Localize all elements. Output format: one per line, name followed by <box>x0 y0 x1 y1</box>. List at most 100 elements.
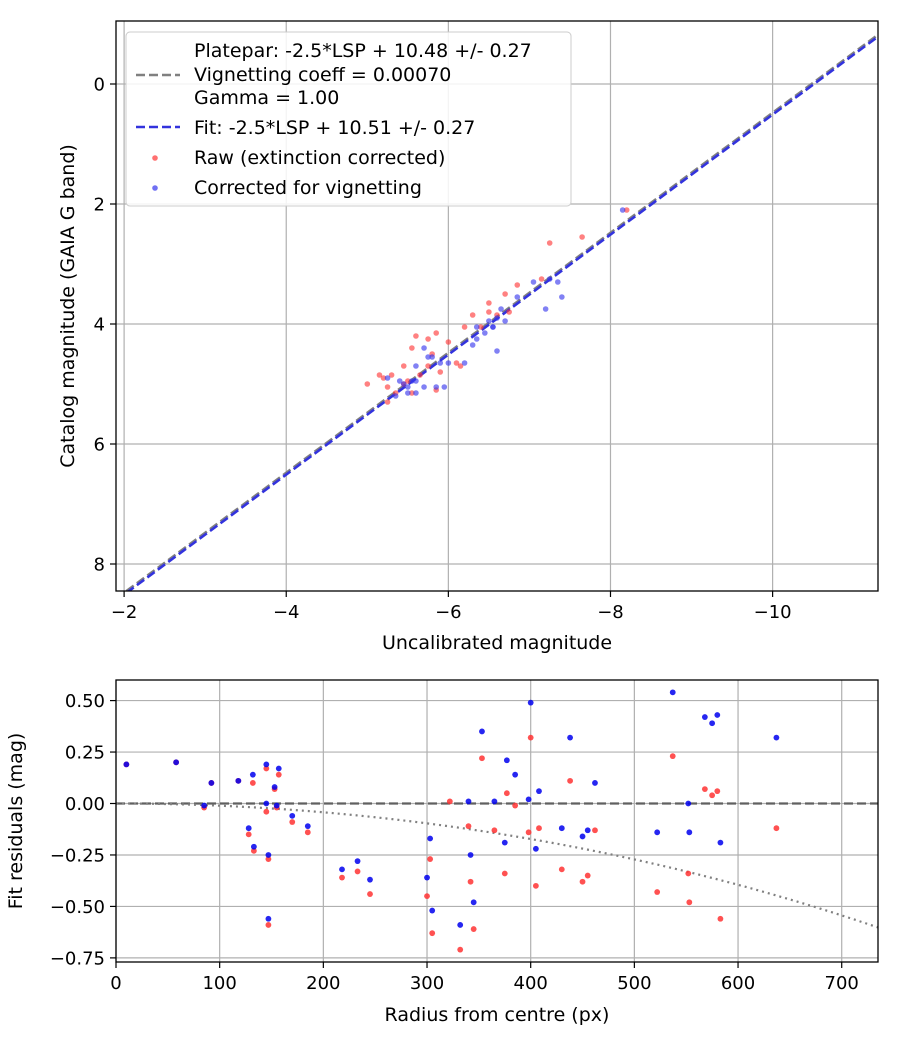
raw-point <box>465 823 472 830</box>
raw-point <box>623 207 630 213</box>
corrected-point <box>584 827 591 834</box>
x-tick-label: 200 <box>306 973 340 994</box>
corrected-point <box>490 324 496 330</box>
raw-point <box>506 309 512 315</box>
corrected-point <box>413 390 419 396</box>
raw-point <box>686 899 693 906</box>
bottom-scatter-points <box>123 689 780 953</box>
corrected-point <box>717 839 724 846</box>
corrected-point <box>686 829 693 836</box>
y-tick-label: 6 <box>94 435 105 456</box>
corrected-point <box>542 306 549 312</box>
corrected-point <box>579 833 586 840</box>
corrected-point <box>263 800 270 807</box>
corrected-point <box>392 393 399 399</box>
corrected-point <box>536 788 542 795</box>
raw-point <box>546 240 553 246</box>
corrected-point <box>245 825 252 832</box>
y-tick-label: 8 <box>94 555 105 576</box>
raw-point <box>701 786 708 792</box>
raw-point <box>477 324 484 330</box>
x-tick-label: −6 <box>435 602 462 623</box>
raw-point <box>265 922 272 928</box>
corrected-point <box>437 360 444 366</box>
corrected-point <box>473 336 480 342</box>
corrected-point <box>532 845 539 852</box>
corrected-point <box>396 378 403 384</box>
x-tick-label: −4 <box>273 602 300 623</box>
raw-point <box>304 829 311 836</box>
bottom-plot-frame <box>115 679 879 963</box>
corrected-point <box>494 348 500 354</box>
corrected-point <box>421 345 427 351</box>
corrected-point <box>502 318 508 324</box>
raw-point <box>376 372 383 378</box>
raw-point <box>405 378 411 384</box>
legend-raw-label: Raw (extinction corrected) <box>194 147 445 169</box>
corrected-point <box>304 823 311 830</box>
raw-point <box>433 330 440 336</box>
y-tick-label: 0.00 <box>65 794 105 815</box>
raw-point <box>457 946 464 953</box>
raw-point <box>400 363 407 369</box>
corrected-point <box>469 342 476 348</box>
raw-point <box>457 363 464 369</box>
corrected-point <box>525 796 532 803</box>
raw-point <box>501 870 508 877</box>
x-tick-label: 300 <box>410 973 444 994</box>
raw-point <box>245 831 252 838</box>
corrected-point <box>384 375 391 381</box>
raw-point <box>685 870 692 877</box>
raw-point <box>579 234 585 240</box>
corrected-point <box>421 384 427 390</box>
corrected-point <box>546 276 553 282</box>
corrected-point <box>413 363 419 369</box>
raw-point <box>717 915 724 922</box>
y-tick-label: −0.50 <box>50 897 105 918</box>
corrected-point <box>425 354 431 360</box>
y-tick-label: −0.75 <box>50 948 105 969</box>
raw-point <box>413 333 419 339</box>
legend-raw-marker <box>152 155 158 161</box>
raw-point <box>592 827 598 834</box>
corrected-point <box>235 777 242 784</box>
corrected-point <box>271 784 278 790</box>
corrected-point <box>479 728 485 735</box>
raw-point <box>425 363 431 369</box>
corrected-point <box>289 812 296 819</box>
y-tick-label: 0.50 <box>65 691 105 712</box>
raw-point <box>265 856 272 862</box>
legend-platepar-line1: Platepar: -2.5*LSP + 10.48 +/- 0.27 <box>194 40 532 62</box>
raw-point <box>669 753 676 760</box>
corrected-point <box>405 384 411 390</box>
corrected-point <box>249 771 256 778</box>
raw-point <box>367 891 373 897</box>
legend-platepar-line2: Vignetting coeff = 0.00070 <box>194 64 451 86</box>
raw-point <box>461 324 468 330</box>
raw-point <box>364 381 371 387</box>
corrected-point <box>486 318 492 324</box>
corrected-point <box>558 825 565 832</box>
corrected-point <box>429 907 436 914</box>
raw-point <box>250 847 257 854</box>
raw-point <box>525 829 532 836</box>
corrected-point <box>445 360 452 366</box>
raw-point <box>467 878 474 885</box>
raw-point <box>558 866 565 873</box>
corrected-point <box>275 765 282 772</box>
corrected-point <box>701 714 708 720</box>
bottom-reference-lines <box>116 802 878 929</box>
corrected-point <box>457 922 464 928</box>
corrected-point <box>685 800 692 807</box>
raw-point <box>532 882 539 889</box>
bottom-x-axis-label: Radius from centre (px) <box>385 1004 610 1026</box>
corrected-point <box>429 354 435 360</box>
raw-point <box>354 868 361 875</box>
bottom-y-axis-label: Fit residuals (mag) <box>5 733 27 910</box>
corrected-point <box>501 839 508 846</box>
legend-fit-label: Fit: -2.5*LSP + 10.51 +/- 0.27 <box>194 117 475 139</box>
raw-point <box>773 825 780 832</box>
raw-point <box>384 384 391 390</box>
